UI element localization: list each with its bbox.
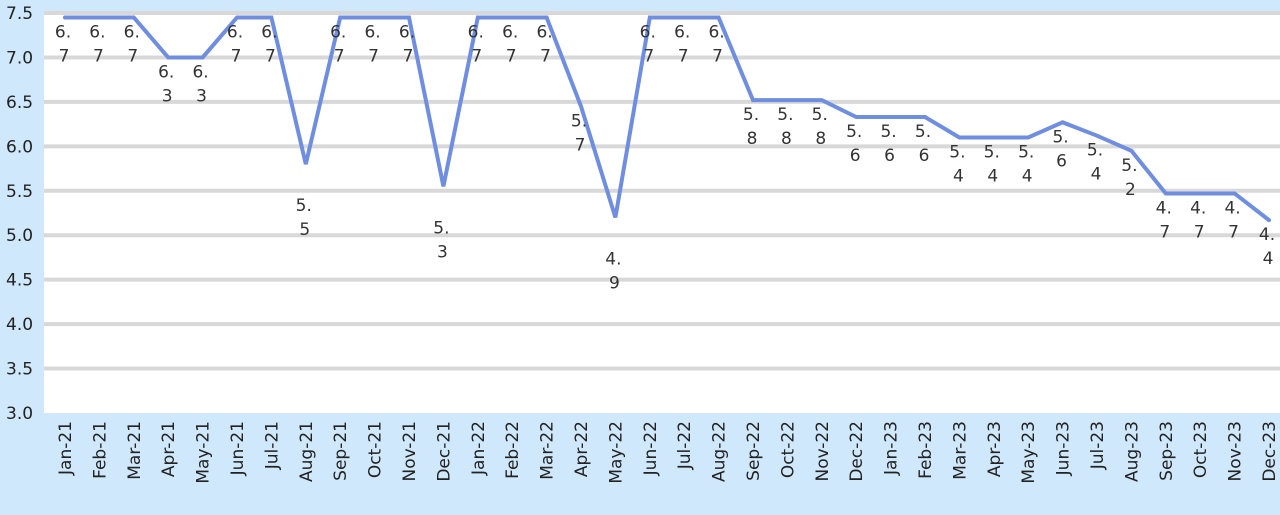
x-tick-label: Aug-21 [297,421,317,482]
x-tick-label: Jun-23 [1054,421,1074,476]
data-label: 5. 4 [1087,141,1103,185]
data-label: 5. 6 [1052,127,1068,171]
x-tick-label: Nov-21 [400,421,420,482]
x-tick-label: Mar-21 [125,421,145,480]
data-label: 6. 7 [536,22,552,66]
x-tick-label: Dec-23 [1260,421,1280,482]
y-tick-label: 6.0 [6,137,33,157]
x-tick-label: Jul-23 [1088,421,1108,470]
x-tick-label: Jan-23 [882,421,902,476]
x-tick-label: Aug-22 [710,421,730,482]
x-tick-label: Oct-22 [778,421,798,478]
x-tick-label: Jun-22 [641,421,661,476]
x-tick-label: Nov-22 [813,421,833,482]
data-label: 6. 7 [674,22,690,66]
data-label: 5. 6 [880,122,896,166]
y-tick-label: 4.5 [6,271,33,291]
x-tick-label: Apr-23 [985,421,1005,477]
x-tick-label: Dec-21 [434,421,454,482]
data-labels: 6. 7 6. 7 6. 7 6. 3 6. 3 6. 7 6. 7 5. 5 6. 7 6. 7 6. 7 5. 3 6. 7 6… [55,22,1275,293]
data-label: 5. 6 [846,122,862,166]
data-label: 6. 3 [192,62,208,106]
x-tick-label: May-22 [606,421,626,484]
x-tick-label: Jan-22 [469,421,489,476]
x-tick-label: Mar-22 [538,421,558,480]
data-label: 5. 8 [743,105,759,149]
data-label: 5. 4 [949,142,965,186]
x-tick-label: Jul-21 [262,421,282,470]
data-label: 6. 7 [708,22,724,66]
x-tick-label: Mar-23 [950,421,970,480]
y-tick-label: 5.5 [6,182,33,202]
x-tick-label: Apr-21 [159,421,179,477]
y-axis-ticks: 3.0 3.5 4.0 4.5 5.0 5.5 6.0 6.5 7.0 7.5 [6,4,33,424]
x-axis-ticks: Jan-21 Feb-21 Mar-21 Apr-21 May-21 Jun-21 Jul-… [56,421,1280,484]
x-tick-label: Aug-23 [1122,421,1142,482]
y-tick-label: 7.5 [6,4,33,24]
data-label: 6. 7 [261,22,277,66]
data-label: 5. 5 [296,196,312,240]
data-label: 5. 4 [1018,142,1034,186]
x-tick-label: Jan-21 [56,421,76,476]
data-label: 4. 7 [1190,198,1206,242]
x-tick-label: Feb-22 [503,421,523,479]
data-label: 6. 7 [468,22,484,66]
data-label: 5. 4 [984,142,1000,186]
y-tick-label: 3.0 [6,404,33,424]
x-tick-label: Sep-23 [1157,421,1177,481]
x-tick-label: Nov-23 [1226,421,1246,482]
data-label: 5. 8 [812,105,828,149]
x-tick-label: Feb-21 [90,421,110,479]
data-label: 6. 7 [399,22,415,66]
x-tick-label: Apr-22 [572,421,592,477]
series-line [63,15,1271,223]
data-label: 4. 7 [1224,198,1240,242]
data-label: 6. 7 [640,22,656,66]
x-tick-label: Dec-22 [847,421,867,482]
y-tick-label: 7.0 [6,48,33,68]
x-tick-label: Sep-22 [744,421,764,481]
x-tick-label: Oct-21 [366,421,386,478]
plot-area [44,13,1280,413]
x-tick-label: May-21 [194,421,214,484]
x-tick-label: Oct-23 [1191,421,1211,478]
data-label: 5. 6 [915,122,931,166]
y-tick-label: 3.5 [6,360,33,380]
gridlines [44,11,1280,371]
x-tick-label: Sep-21 [331,421,351,481]
data-label: 6. 7 [55,22,71,66]
y-tick-label: 5.0 [6,226,33,246]
data-label: 5. 2 [1121,156,1137,200]
data-label: 6. 7 [502,22,518,66]
data-label: 6. 7 [89,22,105,66]
x-tick-label: Jul-22 [675,421,695,470]
data-label: 6. 3 [158,62,174,106]
data-label: 6. 7 [364,22,380,66]
data-label: 6. 7 [330,22,346,66]
x-tick-label: Jun-21 [228,421,248,476]
x-tick-label: Feb-23 [916,421,936,479]
data-label: 6. 7 [124,22,140,66]
data-label: 5. 3 [433,218,449,262]
data-label: 4. 9 [605,249,621,293]
data-label: 5. 8 [777,105,793,149]
data-label: 4. 4 [1259,225,1275,269]
y-tick-label: 4.0 [6,315,33,335]
data-label: 6. 7 [227,22,243,66]
x-tick-label: May-23 [1019,421,1039,484]
y-tick-label: 6.5 [6,93,33,113]
data-label: 5. 7 [571,111,587,155]
data-label: 4. 7 [1156,198,1172,242]
